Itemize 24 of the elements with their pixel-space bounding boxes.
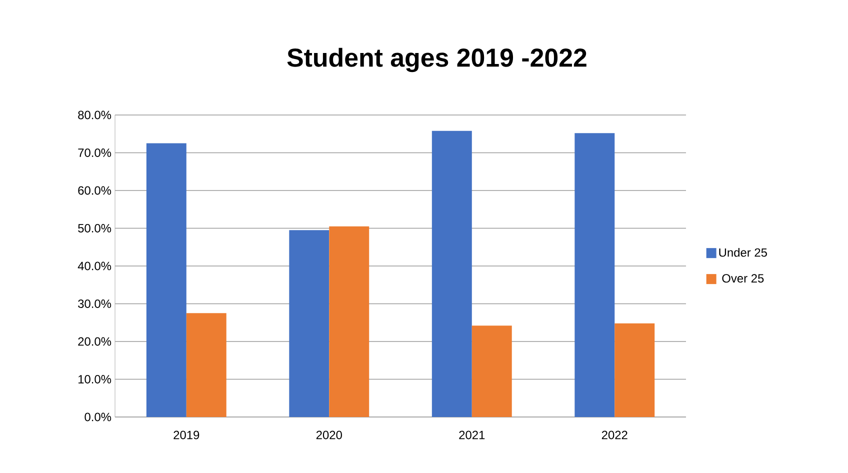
y-tick-label: 30.0% [78,300,112,308]
x-tick-label: 2020 [316,430,342,440]
bar [574,133,615,417]
y-tick-label: 70.0% [78,148,112,157]
bar [329,226,370,417]
bar [432,130,472,417]
bar [186,313,226,417]
y-tick-label: 80.0% [78,110,112,120]
legend-label: Under 25 [719,248,767,257]
bar [472,326,512,417]
bar [614,323,655,417]
y-tick-label: 40.0% [78,262,112,270]
y-tick-label: 20.0% [78,337,112,346]
x-tick-label: 2019 [174,430,200,440]
legend-label: Over 25 [722,274,764,283]
bar [146,143,186,417]
y-tick-label: 50.0% [78,224,112,232]
x-tick-label: 2021 [459,430,485,440]
y-tick-label: 60.0% [78,186,112,195]
bar [289,230,330,417]
x-tick-label: 2022 [602,430,628,440]
y-tick-label: 0.0% [84,412,112,422]
y-tick-label: 10.0% [78,375,112,384]
chart-title: Student ages 2019 -2022 [287,48,586,72]
